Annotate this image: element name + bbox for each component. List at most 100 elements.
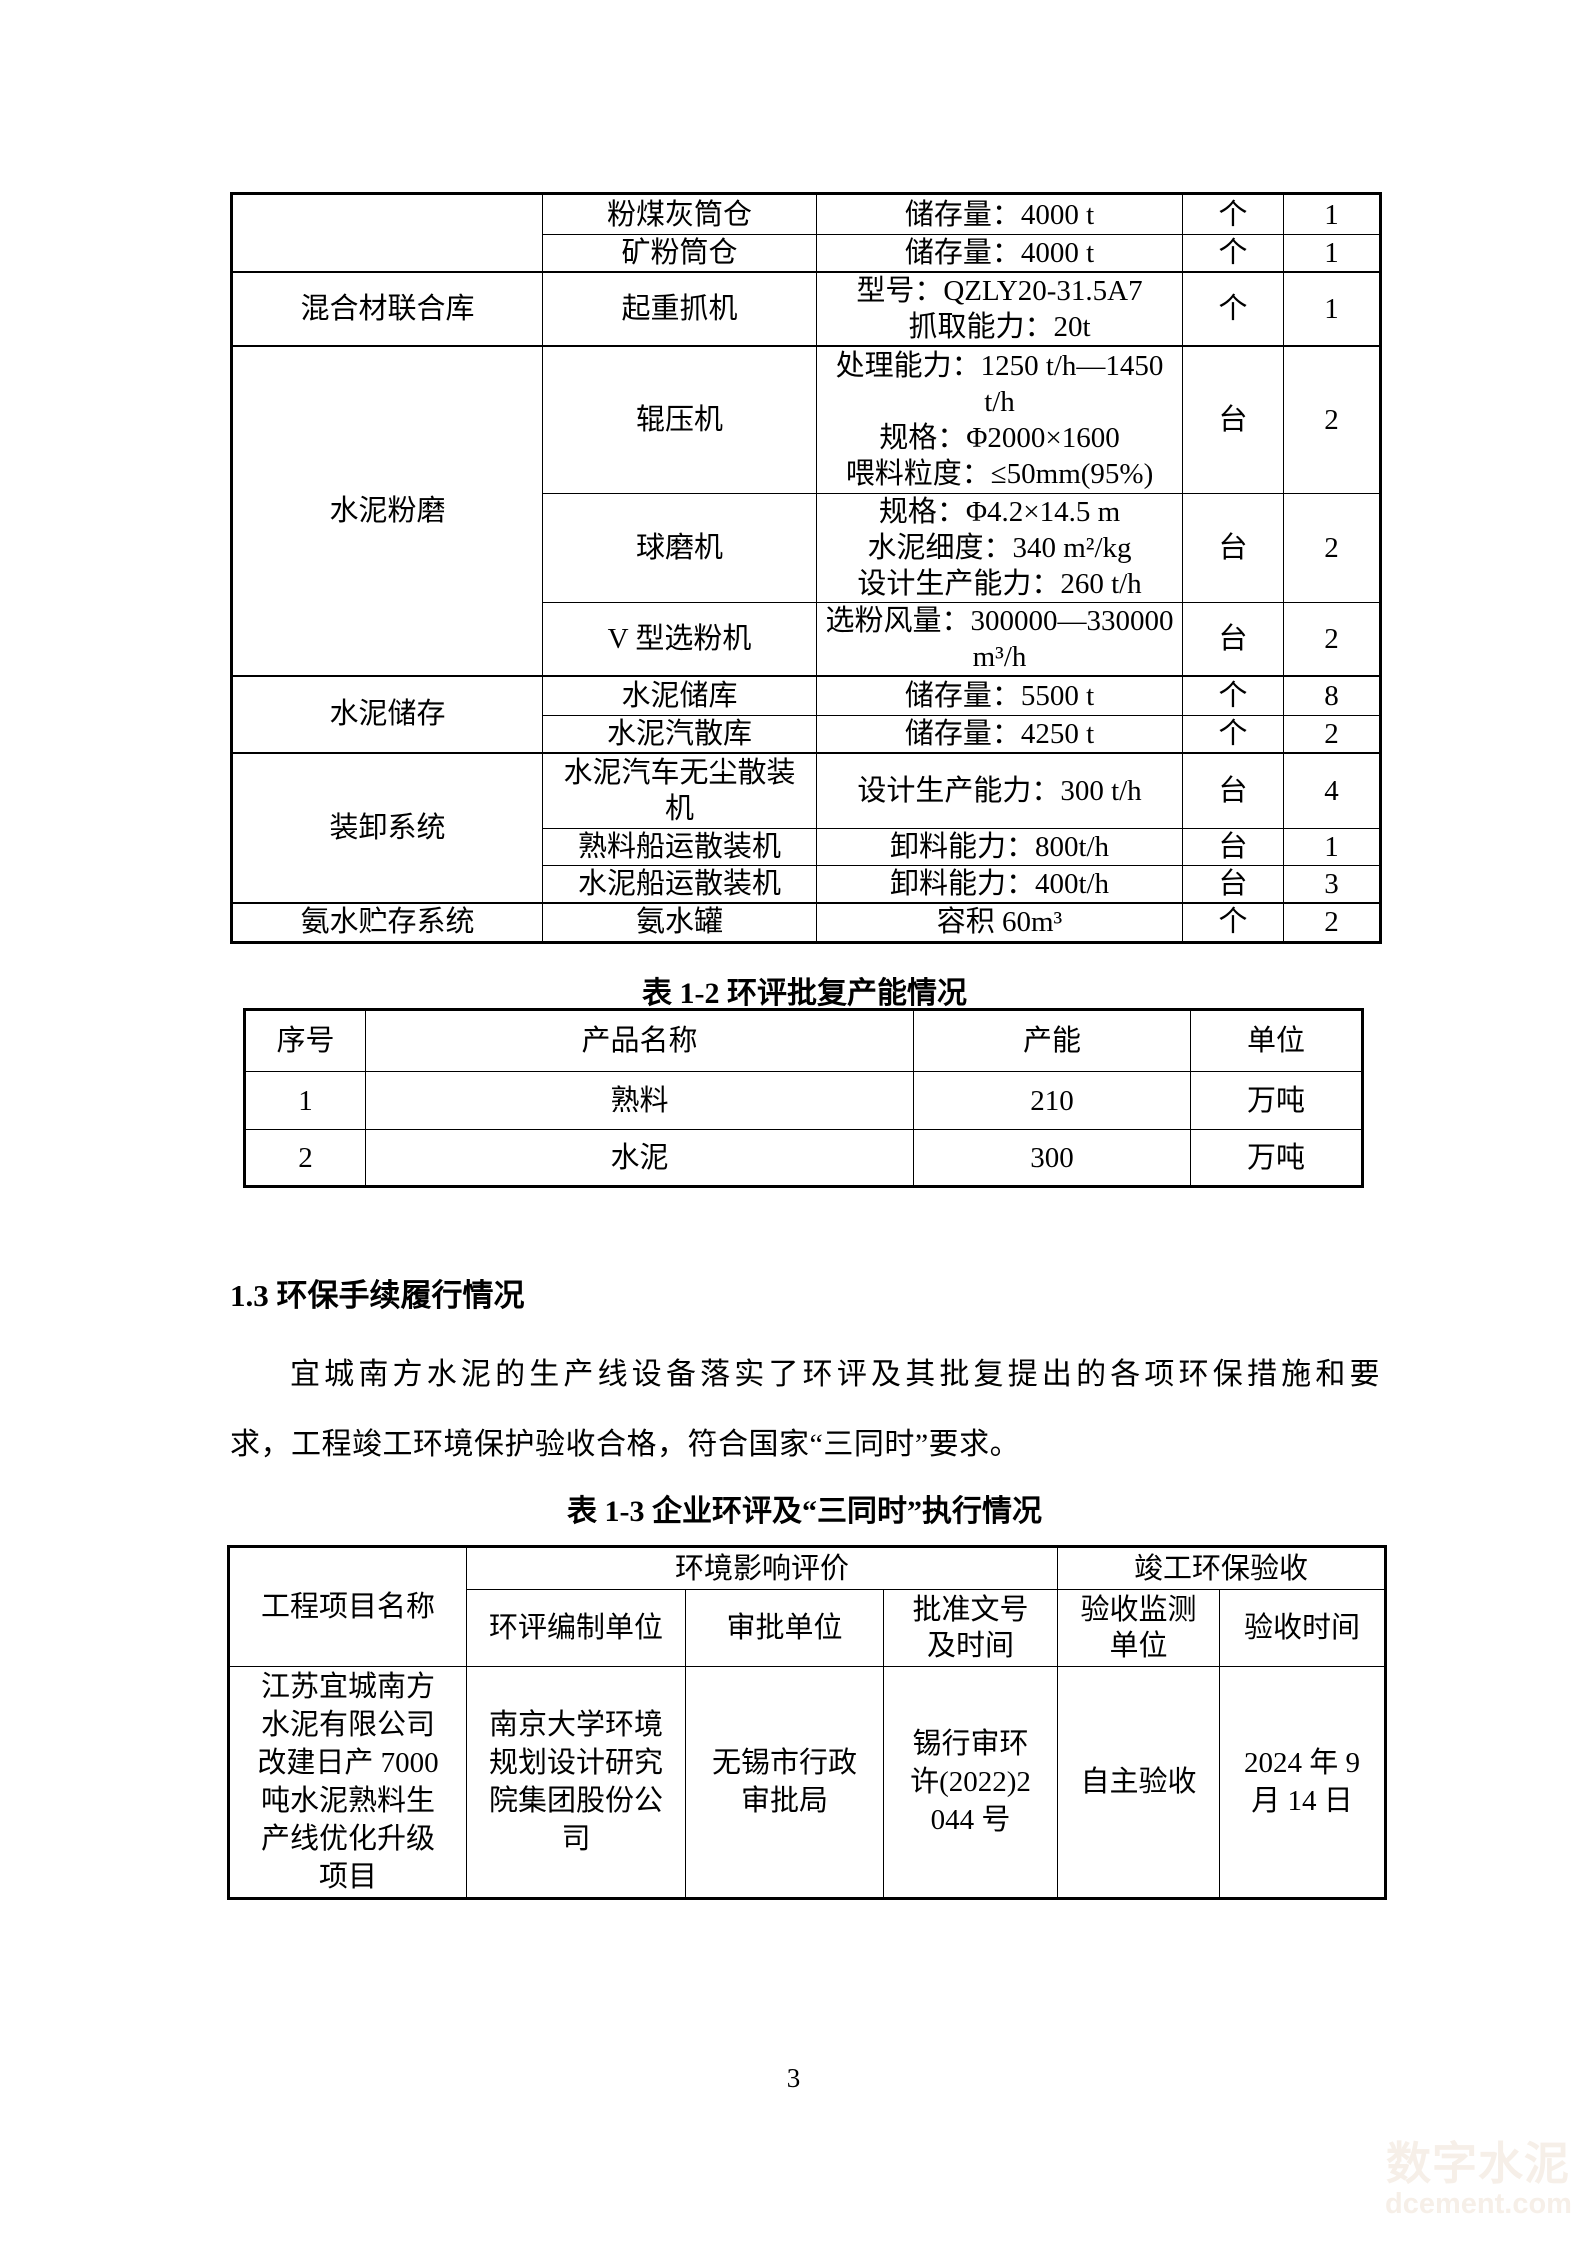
header-cell: 竣工环保验收 <box>1057 1546 1387 1590</box>
group-cell: 氨水贮存系统 <box>231 901 543 943</box>
device-cell: 熟料船运散装机 <box>542 827 817 866</box>
unit-cell: 台 <box>1182 827 1284 866</box>
table-row: 混合材联合库 起重抓机 型号：QZLY20-31.5A7 抓取能力：20t 个 … <box>231 271 1381 347</box>
spec-cell: 选粉风量：300000—330000 m³/h <box>816 601 1183 676</box>
capacity-cell: 210 <box>913 1071 1191 1130</box>
device-cell: 氨水罐 <box>542 901 817 943</box>
watermark-brand: 数字水泥 <box>1385 2138 1570 2189</box>
acceptance-time-cell: 2024 年 9 月 14 日 <box>1219 1666 1387 1899</box>
header-cell: 单位 <box>1190 1009 1363 1072</box>
watermark-domain: dcement.com <box>1385 2188 1572 2220</box>
unit-cell: 台 <box>1182 492 1284 603</box>
compliance-table-title: 表 1-3 企业环评及“三同时”执行情况 <box>567 1495 1042 1528</box>
unit-cell: 个 <box>1182 193 1284 235</box>
spec-cell: 储存量：4000 t <box>816 234 1183 273</box>
table-header-row: 环评编制单位 审批单位 批准文号 及时间 验收监测 单位 验收时间 <box>229 1589 1387 1667</box>
table-row: 水泥粉磨 辊压机 处理能力：1250 t/h—1450 t/h 规格：Φ2000… <box>231 345 1381 676</box>
watermark: 数字水泥 dcement.com <box>1385 2138 1572 2221</box>
table-row: 球磨机 规格：Φ4.2×14.5 m 水泥细度：340 m²/kg 设计生产能力… <box>232 492 1381 603</box>
spec-cell: 容积 60m³ <box>816 901 1183 943</box>
index-cell: 2 <box>244 1129 366 1187</box>
body-paragraph: 宜城南方水泥的生产线设备落实了环评及其批复提出的各项环保措施和要 求，工程竣工环… <box>230 1340 1380 1480</box>
capacity-cell: 300 <box>913 1129 1191 1187</box>
unit-cell: 个 <box>1182 674 1284 716</box>
qty-cell: 4 <box>1283 752 1381 829</box>
product-cell: 水泥 <box>365 1129 914 1187</box>
header-cell: 验收时间 <box>1219 1589 1387 1667</box>
capacity-table: 序号 产品名称 产能 单位 1 熟料 210 万吨 2 水泥 300 万吨 <box>243 1008 1364 1188</box>
device-cell: V 型选粉机 <box>542 601 817 676</box>
table-row: 2 水泥 300 万吨 <box>244 1129 1363 1187</box>
spec-cell: 型号：QZLY20-31.5A7 抓取能力：20t <box>816 271 1183 347</box>
device-cell: 粉煤灰筒仓 <box>542 193 817 235</box>
unit-cell: 台 <box>1182 601 1284 676</box>
header-cell: 环评编制单位 <box>466 1589 686 1667</box>
table-row: V 型选粉机 选粉风量：300000—330000 m³/h 台 2 <box>232 601 1381 676</box>
table-row: 矿粉筒仓 储存量：4000 t 个 1 <box>232 234 1381 273</box>
table-header-row: 序号 产品名称 产能 单位 <box>244 1009 1363 1072</box>
header-cell: 产能 <box>913 1009 1191 1072</box>
qty-cell: 2 <box>1283 492 1381 603</box>
spec-cell: 储存量：4250 t <box>816 715 1183 754</box>
spec-cell: 处理能力：1250 t/h—1450 t/h 规格：Φ2000×1600 喂料粒… <box>816 345 1183 494</box>
table-row: 熟料船运散装机 卸料能力：800t/h 台 1 <box>232 827 1381 866</box>
monitor-unit-cell: 自主验收 <box>1057 1666 1221 1899</box>
header-cell: 验收监测 单位 <box>1057 1589 1221 1667</box>
header-cell: 产品名称 <box>365 1009 914 1072</box>
device-cell: 辊压机 <box>542 345 817 494</box>
group-cell <box>231 193 543 273</box>
spec-cell: 设计生产能力：300 t/h <box>816 752 1183 829</box>
unit-cell: 台 <box>1182 345 1284 494</box>
unit-cell: 台 <box>1182 864 1284 903</box>
spec-cell: 储存量：5500 t <box>816 674 1183 716</box>
qty-cell: 2 <box>1283 715 1381 754</box>
qty-cell: 2 <box>1283 345 1381 494</box>
device-cell: 球磨机 <box>542 492 817 603</box>
approval-doc-cell: 锡行审环 许(2022)2 044 号 <box>882 1666 1059 1899</box>
spec-cell: 储存量：4000 t <box>816 193 1183 235</box>
qty-cell: 3 <box>1283 864 1381 903</box>
qty-cell: 1 <box>1283 234 1381 273</box>
approval-unit-cell: 无锡市行政 审批局 <box>685 1666 884 1899</box>
qty-cell: 1 <box>1283 193 1381 235</box>
spec-cell: 规格：Φ4.2×14.5 m 水泥细度：340 m²/kg 设计生产能力：260… <box>816 492 1183 603</box>
qty-cell: 1 <box>1283 827 1381 866</box>
paragraph-line: 求，工程竣工环境保护验收合格，符合国家“三同时”要求。 <box>230 1428 1021 1461</box>
group-cell: 水泥储存 <box>231 674 543 754</box>
qty-cell: 2 <box>1283 901 1381 943</box>
header-cell: 环境影响评价 <box>465 1546 1059 1590</box>
table-row: 氨水贮存系统 氨水罐 容积 60m³ 个 2 <box>231 901 1381 943</box>
header-cell: 工程项目名称 <box>228 1546 467 1667</box>
device-cell: 水泥汽车无尘散装 机 <box>542 752 817 829</box>
group-cell: 水泥粉磨 <box>231 345 543 676</box>
unit-cell: 台 <box>1182 752 1284 829</box>
unit-cell: 万吨 <box>1190 1129 1363 1187</box>
table-header-row: 工程项目名称 环境影响评价 竣工环保验收 <box>228 1546 1387 1667</box>
project-cell: 江苏宜城南方 水泥有限公司 改建日产 7000 吨水泥熟料生 产线优化升级 项目 <box>228 1666 467 1899</box>
table-row: 江苏宜城南方 水泥有限公司 改建日产 7000 吨水泥熟料生 产线优化升级 项目… <box>228 1666 1387 1899</box>
device-cell: 起重抓机 <box>542 271 817 347</box>
unit-cell: 个 <box>1182 234 1284 273</box>
group-cell: 混合材联合库 <box>231 271 543 347</box>
compliance-table: 工程项目名称 环境影响评价 竣工环保验收 环评编制单位 审批单位 批准文号 及时… <box>227 1545 1388 1900</box>
header-cell: 序号 <box>244 1009 366 1072</box>
group-cell: 装卸系统 <box>231 752 543 903</box>
table-row: 粉煤灰筒仓 储存量：4000 t 个 1 <box>231 193 1381 273</box>
qty-cell: 1 <box>1283 271 1381 347</box>
table-row: 1 熟料 210 万吨 <box>244 1071 1363 1130</box>
product-cell: 熟料 <box>365 1071 914 1130</box>
spec-cell: 卸料能力：400t/h <box>816 864 1183 903</box>
device-cell: 水泥船运散装机 <box>542 864 817 903</box>
device-cell: 水泥汽散库 <box>542 715 817 754</box>
unit-cell: 个 <box>1182 271 1284 347</box>
paragraph-line: 宜城南方水泥的生产线设备落实了环评及其批复提出的各项环保措施和要 <box>290 1358 1380 1391</box>
index-cell: 1 <box>244 1071 366 1130</box>
unit-cell: 万吨 <box>1190 1071 1363 1130</box>
page-number: 3 <box>786 2063 801 2093</box>
header-cell: 审批单位 <box>685 1589 884 1667</box>
spec-cell: 卸料能力：800t/h <box>816 827 1183 866</box>
unit-cell: 个 <box>1182 901 1284 943</box>
table-row: 水泥船运散装机 卸料能力：400t/h 台 3 <box>232 864 1381 903</box>
section-heading: 1.3 环保手续履行情况 <box>230 1278 525 1313</box>
